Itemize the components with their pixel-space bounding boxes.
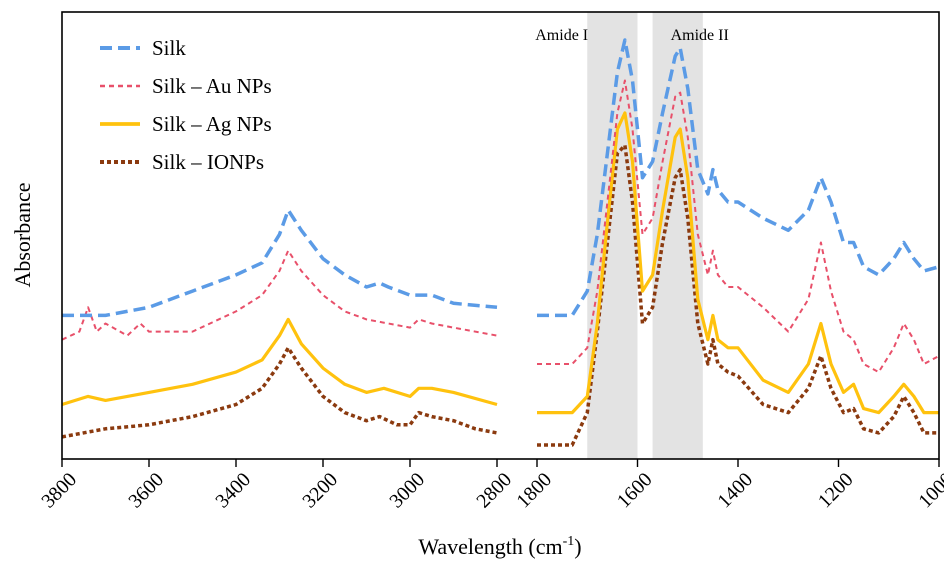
x-tick-label-0-2: 3400 [211, 469, 255, 513]
band-layer: Amide I Amide II [535, 12, 729, 459]
legend-label-3: Silk – IONPs [152, 150, 264, 174]
x-tick-label-1-2: 1400 [713, 469, 757, 513]
y-axis-title: Absorbance [10, 182, 35, 287]
legend-label-2: Silk – Ag NPs [152, 112, 272, 136]
x-tick-label-0-3: 3200 [298, 469, 342, 513]
series-line-0-panel-0 [62, 208, 498, 318]
x-tick-label-0-5: 2800 [472, 469, 516, 513]
x-tick-label-0-4: 3000 [385, 469, 429, 513]
series-line-1-panel-0 [61, 249, 498, 341]
x-tick-label-1-3: 1200 [814, 469, 858, 513]
series-line-2-panel-1 [537, 111, 939, 415]
band-label-1: Amide II [671, 27, 729, 44]
series-layer [61, 38, 940, 447]
x-axis-title-end: ) [574, 534, 581, 559]
x-tick-label-0-1: 3600 [124, 469, 168, 513]
band-label-0: Amide I [535, 27, 588, 44]
legend: Silk Silk – Au NPs Silk – Ag NPs Silk – ION… [100, 36, 272, 174]
series-line-1-panel-1 [537, 79, 940, 374]
legend-label-0: Silk [152, 36, 186, 60]
series-line-3-panel-0 [61, 346, 498, 439]
x-tick-label-1-4: 1000 [914, 469, 944, 513]
plot-area-frame [61, 11, 940, 460]
series-line-0-panel-1 [537, 38, 940, 318]
series-line-3-panel-1 [537, 143, 939, 447]
x-tick-label-1-0: 1800 [512, 469, 556, 513]
x-tick-label-0-0: 3800 [37, 469, 81, 513]
x-axis-title-main: Wavelength (cm [418, 534, 562, 559]
x-axis-title-superscript: -1 [563, 534, 575, 549]
legend-label-1: Silk – Au NPs [152, 74, 272, 98]
x-tick-label-1-1: 1600 [613, 469, 657, 513]
band-1 [652, 12, 703, 459]
band-0 [587, 12, 638, 459]
x-axis-title: Wavelength (cm-1) [418, 534, 581, 559]
series-line-2-panel-0 [61, 317, 498, 407]
